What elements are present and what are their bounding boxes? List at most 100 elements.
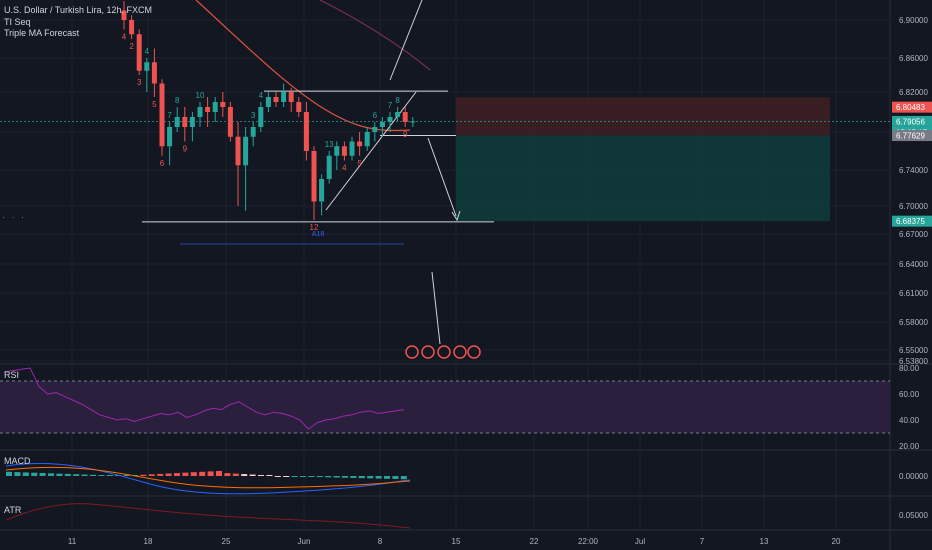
candle-body (296, 102, 302, 112)
macd-pane-label: MACD (4, 456, 31, 466)
macd-histogram-bar (283, 476, 290, 477)
take-profit-zone (456, 135, 830, 222)
time-tick-label: 22 (530, 537, 539, 546)
candle-body (265, 97, 271, 107)
macd-histogram-bar (182, 472, 189, 476)
candle-body (167, 127, 173, 147)
event-arrow-line (431, 271, 441, 345)
macd-histogram-bar (39, 473, 46, 476)
rsi-band (0, 381, 890, 433)
td-count-label: 2 (129, 42, 134, 51)
macd-histogram-bar (174, 473, 180, 476)
candle-body (197, 107, 203, 117)
candle-body (410, 121, 416, 123)
price-tick-label: 6.74000 (899, 166, 928, 175)
stop-loss-zone (456, 97, 830, 136)
td-count-label: 7 (167, 111, 172, 120)
candle-body (395, 112, 401, 117)
macd-histogram-bar (342, 476, 348, 478)
macd-histogram-bar (123, 475, 130, 476)
candle-body (227, 107, 233, 137)
candle-body (319, 179, 325, 202)
td-count-label: 4 (122, 33, 127, 42)
macd-histogram-bar (157, 473, 164, 476)
event-icon (421, 345, 435, 359)
event-marker-label: A18 (312, 231, 325, 238)
candle-body (288, 92, 294, 102)
price-tick-label: 6.90000 (899, 16, 928, 25)
slow-ma-line (319, 0, 431, 71)
td-count-label: 8 (395, 96, 400, 105)
time-tick-label: 15 (452, 537, 461, 546)
macd-histogram-bar (31, 472, 38, 476)
indicator-ti-seq[interactable]: TI Seq (4, 16, 31, 27)
td-count-label: 9 (403, 130, 408, 139)
price-tag-label: 6.80483 (896, 103, 925, 112)
target-arrow-head (451, 210, 461, 222)
candle-body (334, 146, 340, 156)
macd-histogram-bar (22, 472, 29, 476)
candle-body (326, 155, 332, 179)
td-count-label: 3 (251, 111, 256, 120)
macd-histogram-bar (148, 474, 155, 476)
td-count-label: 3 (137, 78, 142, 87)
indicator-triple-ma[interactable]: Triple MA Forecast (4, 28, 80, 38)
time-tick-label: 11 (68, 537, 77, 546)
event-icon (437, 345, 451, 359)
time-tick-label: 13 (760, 537, 769, 546)
price-tag (892, 115, 932, 127)
macd-histogram-bar (241, 474, 248, 476)
candle-body (303, 112, 309, 151)
target-arrow-line (427, 137, 457, 217)
atr-line (5, 503, 411, 529)
price-tick-label: 6.64000 (899, 260, 928, 269)
price-tick-label: 6.58000 (899, 318, 928, 327)
price-tag-label: 6.79056 (896, 117, 925, 126)
projection-line (389, 0, 423, 81)
price-tag-label: 6.77629 (896, 132, 925, 141)
macd-line (5, 462, 411, 495)
chart-legend: U.S. Dollar / Turkish Lira, 12h, FXCM TI… (4, 5, 152, 40)
macd-histogram-bar (232, 473, 239, 476)
macd-histogram-bar (199, 471, 206, 476)
time-tick-label: 7 (700, 537, 705, 546)
candle-body (144, 62, 150, 71)
candle-body (387, 117, 393, 122)
symbol-title: U.S. Dollar / Turkish Lira, 12h, FXCM (4, 5, 153, 15)
event-icon (467, 345, 481, 359)
macd-histogram-bar (106, 475, 113, 476)
rsi-line (3, 367, 405, 430)
macd-histogram-bar (14, 472, 21, 476)
macd-histogram-bar (81, 474, 88, 476)
candle-body (402, 112, 408, 122)
macd-histogram-bar (6, 471, 12, 476)
macd-histogram-bar (258, 475, 264, 476)
td-count-label: 4 (342, 164, 347, 173)
macd-histogram-bar (308, 476, 315, 477)
macd-tick-label: 0.00000 (899, 472, 928, 481)
time-tick-label: 25 (222, 537, 231, 546)
td-count-label: 12 (310, 223, 319, 232)
td-count-label: 13 (325, 140, 334, 149)
trend-line (325, 91, 417, 211)
macd-histogram-bar (216, 470, 222, 476)
macd-histogram-bar (73, 474, 80, 476)
rsi-tick-label: 60.00 (899, 390, 920, 399)
macd-histogram-bar (48, 473, 54, 476)
macd-histogram-bar (249, 474, 256, 476)
event-icon (405, 345, 419, 359)
candle-body (250, 127, 256, 137)
price-tick-label: 6.55000 (899, 346, 928, 355)
macd-histogram-bar (300, 476, 306, 477)
macd-histogram-bar (325, 476, 332, 478)
more-dots[interactable]: · · · (2, 212, 26, 222)
price-tick-label: 6.86000 (899, 54, 928, 63)
td-count-label: 5 (152, 100, 157, 109)
rsi-pane-label: RSI (4, 370, 20, 380)
td-count-label: 5 (357, 159, 362, 168)
time-tick-label: Jun (298, 537, 311, 546)
price-tag-label: 6.68375 (896, 217, 925, 226)
price-tag (892, 130, 932, 142)
price-tick-label: 6.67000 (899, 230, 928, 239)
